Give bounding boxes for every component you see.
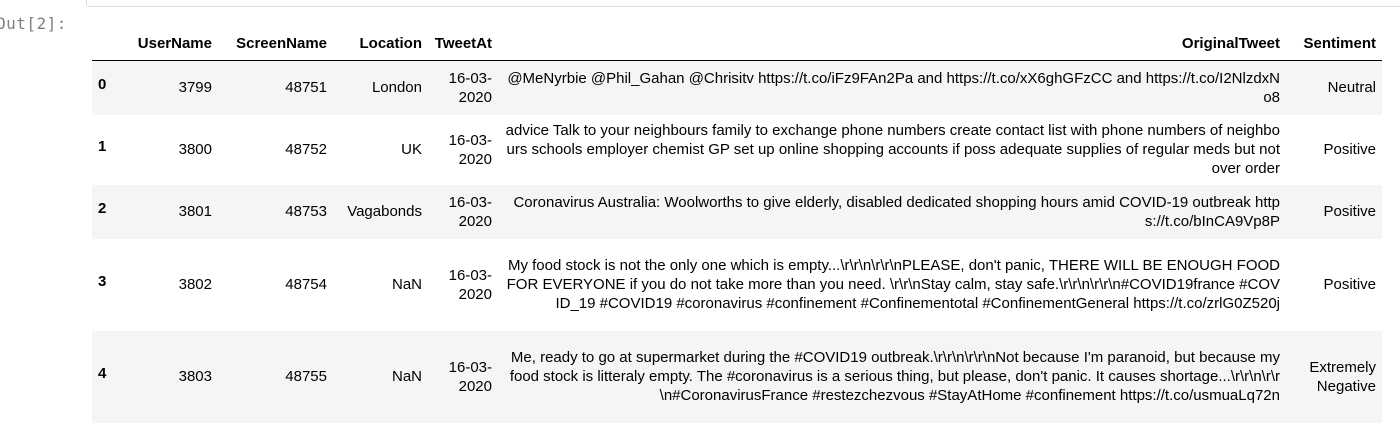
header-username: UserName [137, 35, 212, 52]
table-row: 4 3803 48755 NaN 16-03-2020 Me, ready to… [92, 330, 1382, 423]
dataframe-table: UserName ScreenName Location TweetAt Ori… [92, 34, 1382, 423]
cell-tweetat: 16-03-2020 [448, 358, 492, 395]
cell-originaltweet: @MeNyrbie @Phil_Gahan @Chrisitv https://… [507, 69, 1280, 106]
cell-sentiment: Neutral [1327, 79, 1376, 97]
row-index: 1 [98, 137, 107, 155]
header-screenname: ScreenName [236, 35, 327, 52]
header-sentiment: Sentiment [1303, 35, 1376, 52]
cell-screenname: 48755 [285, 368, 327, 385]
header-row: UserName ScreenName Location TweetAt Ori… [92, 34, 1382, 61]
output-prompt: Out[2]: [0, 14, 67, 33]
table-row: 3 3802 48754 NaN 16-03-2020 My food stoc… [92, 239, 1382, 331]
header-originaltweet: OriginalTweet [1181, 35, 1280, 52]
cell-tweetat: 16-03-2020 [448, 69, 492, 106]
table-row: 2 3801 48753 Vagabonds 16-03-2020 Corona… [92, 184, 1382, 239]
row-index: 0 [98, 75, 107, 93]
cell-location: Vagabonds [347, 203, 422, 220]
cell-tweetat: 16-03-2020 [448, 193, 492, 230]
cell-location: NaN [391, 368, 422, 385]
cell-sentiment: Positive [1323, 203, 1376, 220]
header-location: Location [359, 35, 423, 52]
cell-tweetat: 16-03-2020 [448, 131, 492, 168]
cell-originaltweet: Me, ready to go at supermarket during th… [509, 349, 1280, 404]
cell-username: 3802 [178, 276, 212, 293]
cell-username: 3800 [178, 141, 212, 158]
header-tweetat: TweetAt [434, 35, 492, 52]
cell-username: 3801 [178, 203, 212, 220]
row-index: 2 [98, 199, 107, 217]
cell-originaltweet: advice Talk to your neighbours family to… [505, 122, 1280, 177]
cell-location: NaN [391, 276, 422, 293]
cell-username: 3803 [178, 368, 212, 385]
cell-originaltweet: My food stock is not the only one which … [506, 257, 1280, 312]
cell-location: London [371, 79, 422, 97]
cell-sentiment: Extremely Negative [1309, 358, 1376, 395]
row-index: 4 [98, 364, 107, 382]
cell-location: UK [401, 141, 422, 158]
cell-sentiment: Positive [1323, 141, 1376, 158]
cell-username: 3799 [178, 79, 212, 97]
header-index [92, 34, 118, 61]
cell-sentiment: Positive [1323, 276, 1376, 293]
cell-screenname: 48754 [285, 276, 327, 293]
cell-screenname: 48751 [285, 79, 327, 97]
cell-screenname: 48752 [285, 141, 327, 158]
cell-originaltweet: Coronavirus Australia: Woolworths to giv… [513, 193, 1280, 230]
row-index: 3 [98, 272, 107, 290]
table-row: 0 3799 48751 London 16-03-2020 @MeNyrbie… [92, 60, 1382, 115]
cell-screenname: 48753 [285, 203, 327, 220]
cell-tweetat: 16-03-2020 [448, 266, 492, 303]
input-cell-edge [86, 0, 1400, 7]
table-row: 1 3800 48752 UK 16-03-2020 advice Talk t… [92, 115, 1382, 185]
